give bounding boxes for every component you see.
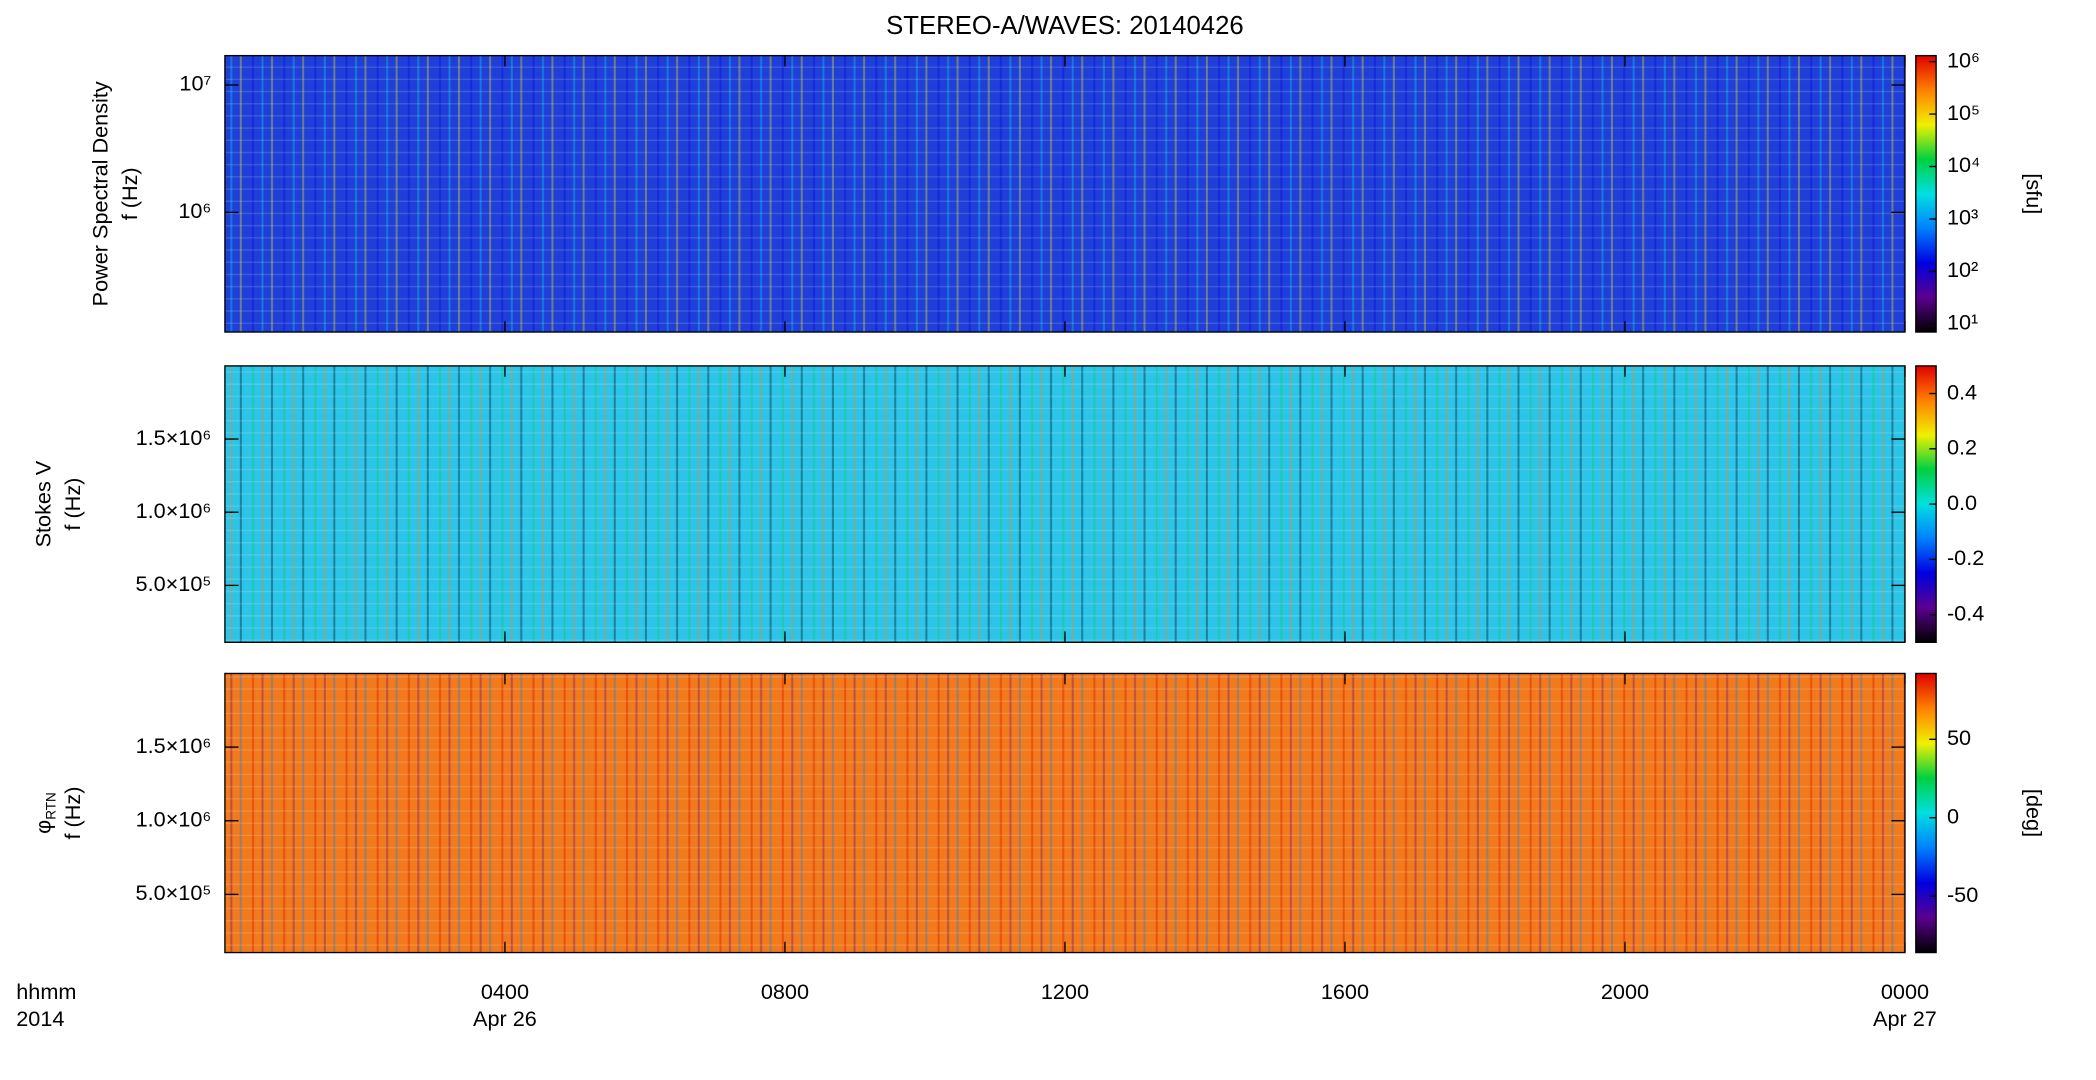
y-tick-label: 10⁷	[179, 71, 211, 96]
y-label: φRTN	[30, 792, 58, 834]
colorbar-tick-label: 0.2	[1947, 435, 1977, 460]
y-label-unit: f (Hz)	[117, 167, 142, 220]
x-tick-label: 0400	[481, 979, 529, 1004]
y-label-subscript: RTN	[43, 792, 58, 820]
x-tick-label: 1600	[1321, 979, 1369, 1004]
colorbar-tick-label: -0.4	[1947, 600, 1984, 625]
colorbar-tick-label: 10³	[1947, 205, 1978, 230]
x-tick-label: 1200	[1041, 979, 1089, 1004]
colorbar-tick-label: 10⁴	[1947, 152, 1980, 177]
colorbar	[1915, 54, 1937, 333]
colorbar-tick-label: 50	[1947, 725, 1971, 750]
spectrogram	[224, 672, 1906, 954]
colorbar-tick-label: 10¹	[1947, 310, 1978, 335]
y-tick-label: 1.0×10⁶	[136, 498, 212, 523]
colorbar-tick-label: 0.4	[1947, 379, 1977, 404]
y-tick-label: 1.5×10⁶	[136, 733, 212, 758]
colorbar-tick-label: 10⁵	[1947, 100, 1980, 125]
chart-title: STEREO-A/WAVES: 20140426	[886, 12, 1244, 40]
x-label: hhmm	[16, 979, 76, 1004]
spectrogram	[224, 365, 1906, 643]
x-tick-label: 0800	[761, 979, 809, 1004]
y-tick-label: 1.0×10⁶	[136, 806, 212, 831]
y-label: Stokes V	[30, 460, 55, 547]
y-tick-label: 5.0×10⁵	[136, 880, 212, 905]
colorbar-tick-label: -50	[1947, 882, 1978, 907]
y-label-symbol: φ	[30, 820, 55, 834]
colorbar-tick-label: 10⁶	[1947, 47, 1980, 72]
x-date-label: Apr 26	[473, 1006, 537, 1031]
colorbar	[1915, 672, 1937, 954]
x-tick-label: 2000	[1601, 979, 1649, 1004]
colorbar-tick-label: 0.0	[1947, 490, 1977, 515]
x-date-label: Apr 27	[1873, 1006, 1937, 1031]
y-label: Power Spectral Density	[87, 81, 112, 306]
colorbar-tick-label: -0.2	[1947, 545, 1984, 570]
colorbar-label: [sfu]	[2022, 173, 2047, 214]
y-tick-label: 10⁶	[178, 198, 211, 223]
x-tick-label: 0000	[1881, 979, 1929, 1004]
y-label-unit: f (Hz)	[60, 478, 85, 531]
colorbar-tick-label: 0	[1947, 803, 1959, 828]
colorbar-tick-label: 10²	[1947, 257, 1978, 282]
spectrogram	[224, 54, 1906, 333]
y-label-unit: f (Hz)	[60, 787, 85, 840]
y-tick-label: 1.5×10⁶	[136, 425, 212, 450]
colorbar-label: [deg]	[2022, 789, 2047, 837]
y-tick-label: 5.0×10⁵	[136, 571, 212, 596]
x-label-year: 2014	[16, 1006, 64, 1031]
